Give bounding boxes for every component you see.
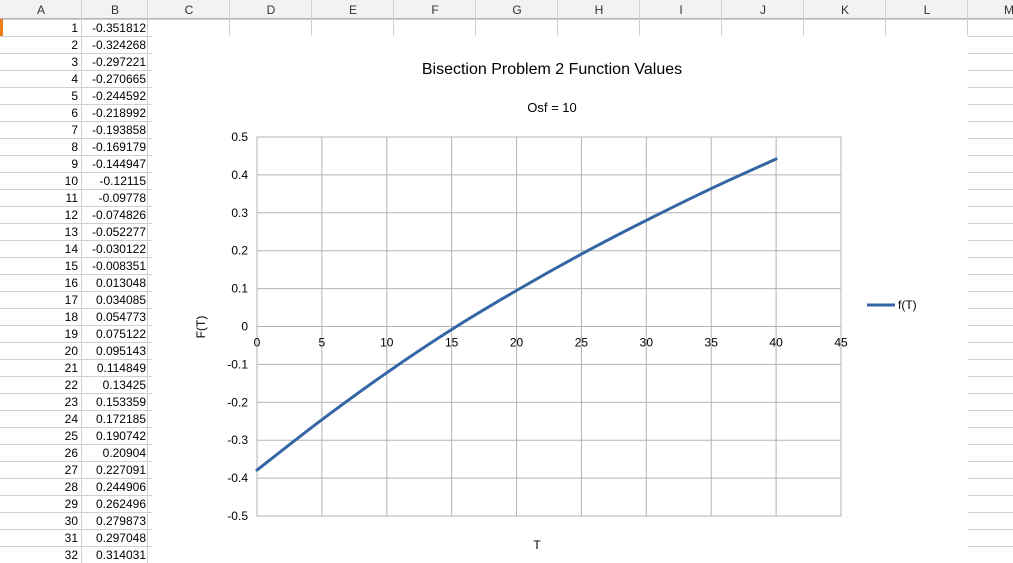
cell-b[interactable]: 0.244906 bbox=[96, 480, 146, 494]
cell-b[interactable]: -0.324268 bbox=[92, 38, 146, 52]
cell-b[interactable]: 0.314031 bbox=[96, 548, 146, 562]
cell-b[interactable]: -0.351812 bbox=[92, 21, 146, 35]
cell-a[interactable]: 14 bbox=[65, 242, 79, 256]
cell-a[interactable]: 25 bbox=[65, 429, 79, 443]
cell-b[interactable]: 0.262496 bbox=[96, 497, 146, 511]
cell-a[interactable]: 30 bbox=[65, 514, 79, 528]
cell-a[interactable]: 27 bbox=[65, 463, 79, 477]
column-header-i[interactable]: I bbox=[679, 3, 682, 17]
cell-a[interactable]: 2 bbox=[71, 38, 78, 52]
cell-b[interactable]: -0.030122 bbox=[92, 242, 146, 256]
cell-a[interactable]: 22 bbox=[65, 378, 79, 392]
cell-a[interactable]: 7 bbox=[71, 123, 78, 137]
column-header-e[interactable]: E bbox=[349, 3, 357, 17]
cell-a[interactable]: 16 bbox=[65, 276, 79, 290]
cell-b[interactable]: -0.144947 bbox=[92, 157, 146, 171]
column-header-l[interactable]: L bbox=[924, 3, 931, 17]
cell-a[interactable]: 6 bbox=[71, 106, 78, 120]
cell-a[interactable]: 1 bbox=[71, 21, 78, 35]
cell-b[interactable]: -0.218992 bbox=[92, 106, 146, 120]
column-header-bar bbox=[0, 0, 1013, 19]
cell-a[interactable]: 19 bbox=[65, 327, 79, 341]
cell-b[interactable]: -0.052277 bbox=[92, 225, 146, 239]
cell-a[interactable]: 26 bbox=[65, 446, 79, 460]
column-header-j[interactable]: J bbox=[760, 3, 766, 17]
cell-a[interactable]: 20 bbox=[65, 344, 79, 358]
column-header-h[interactable]: H bbox=[595, 3, 604, 17]
cell-a[interactable]: 5 bbox=[71, 89, 78, 103]
column-header-f[interactable]: F bbox=[431, 3, 438, 17]
cell-a[interactable]: 3 bbox=[71, 55, 78, 69]
cell-a[interactable]: 4 bbox=[71, 72, 78, 86]
cell-a[interactable]: 29 bbox=[65, 497, 79, 511]
cell-b[interactable]: -0.169179 bbox=[92, 140, 146, 154]
cell-a[interactable]: 23 bbox=[65, 395, 79, 409]
cell-b[interactable]: 0.190742 bbox=[96, 429, 146, 443]
cell-b[interactable]: -0.244592 bbox=[92, 89, 146, 103]
column-header-m[interactable]: M bbox=[1004, 3, 1013, 17]
column-header-k[interactable]: K bbox=[841, 3, 849, 17]
cell-a[interactable]: 9 bbox=[71, 157, 78, 171]
cell-b[interactable]: -0.09778 bbox=[99, 191, 147, 205]
cell-b[interactable]: -0.193858 bbox=[92, 123, 146, 137]
cell-b[interactable]: 0.279873 bbox=[96, 514, 146, 528]
column-header-c[interactable]: C bbox=[185, 3, 194, 17]
cell-b[interactable]: 0.13425 bbox=[103, 378, 147, 392]
cell-b[interactable]: -0.074826 bbox=[92, 208, 146, 222]
column-header-a[interactable]: A bbox=[37, 3, 45, 17]
cell-b[interactable]: 0.075122 bbox=[96, 327, 146, 341]
cell-a[interactable]: 31 bbox=[65, 531, 79, 545]
cell-a[interactable]: 24 bbox=[65, 412, 79, 426]
cell-a[interactable]: 12 bbox=[65, 208, 79, 222]
cell-b[interactable]: 0.114849 bbox=[97, 361, 146, 375]
cell-a[interactable]: 13 bbox=[65, 225, 79, 239]
cell-a[interactable]: 11 bbox=[66, 191, 79, 205]
cell-a[interactable]: 8 bbox=[71, 140, 78, 154]
cell-b[interactable]: 0.153359 bbox=[96, 395, 146, 409]
cell-b[interactable]: 0.297048 bbox=[96, 531, 146, 545]
cell-b[interactable]: 0.054773 bbox=[96, 310, 146, 324]
column-header-d[interactable]: D bbox=[267, 3, 276, 17]
cell-a[interactable]: 17 bbox=[65, 293, 79, 307]
cell-a[interactable]: 15 bbox=[65, 259, 79, 273]
cell-b[interactable]: 0.095143 bbox=[96, 344, 146, 358]
cell-a[interactable]: 32 bbox=[65, 548, 79, 562]
cell-a[interactable]: 18 bbox=[65, 310, 79, 324]
cell-b[interactable]: 0.034085 bbox=[96, 293, 146, 307]
cell-b[interactable]: -0.297221 bbox=[92, 55, 146, 69]
cell-b[interactable]: 0.20904 bbox=[103, 446, 147, 460]
cell-b[interactable]: 0.013048 bbox=[96, 276, 146, 290]
cell-b[interactable]: -0.12115 bbox=[100, 174, 147, 188]
column-header-b[interactable]: B bbox=[111, 3, 119, 17]
cell-b[interactable]: 0.172185 bbox=[96, 412, 146, 426]
cell-a[interactable]: 10 bbox=[65, 174, 79, 188]
cell-a[interactable]: 21 bbox=[65, 361, 79, 375]
cell-b[interactable]: -0.270665 bbox=[92, 72, 146, 86]
cell-cursor bbox=[0, 19, 3, 36]
column-header-g[interactable]: G bbox=[512, 3, 521, 17]
cell-b[interactable]: 0.227091 bbox=[96, 463, 146, 477]
cell-a[interactable]: 28 bbox=[65, 480, 79, 494]
cell-b[interactable]: -0.008351 bbox=[92, 259, 146, 273]
